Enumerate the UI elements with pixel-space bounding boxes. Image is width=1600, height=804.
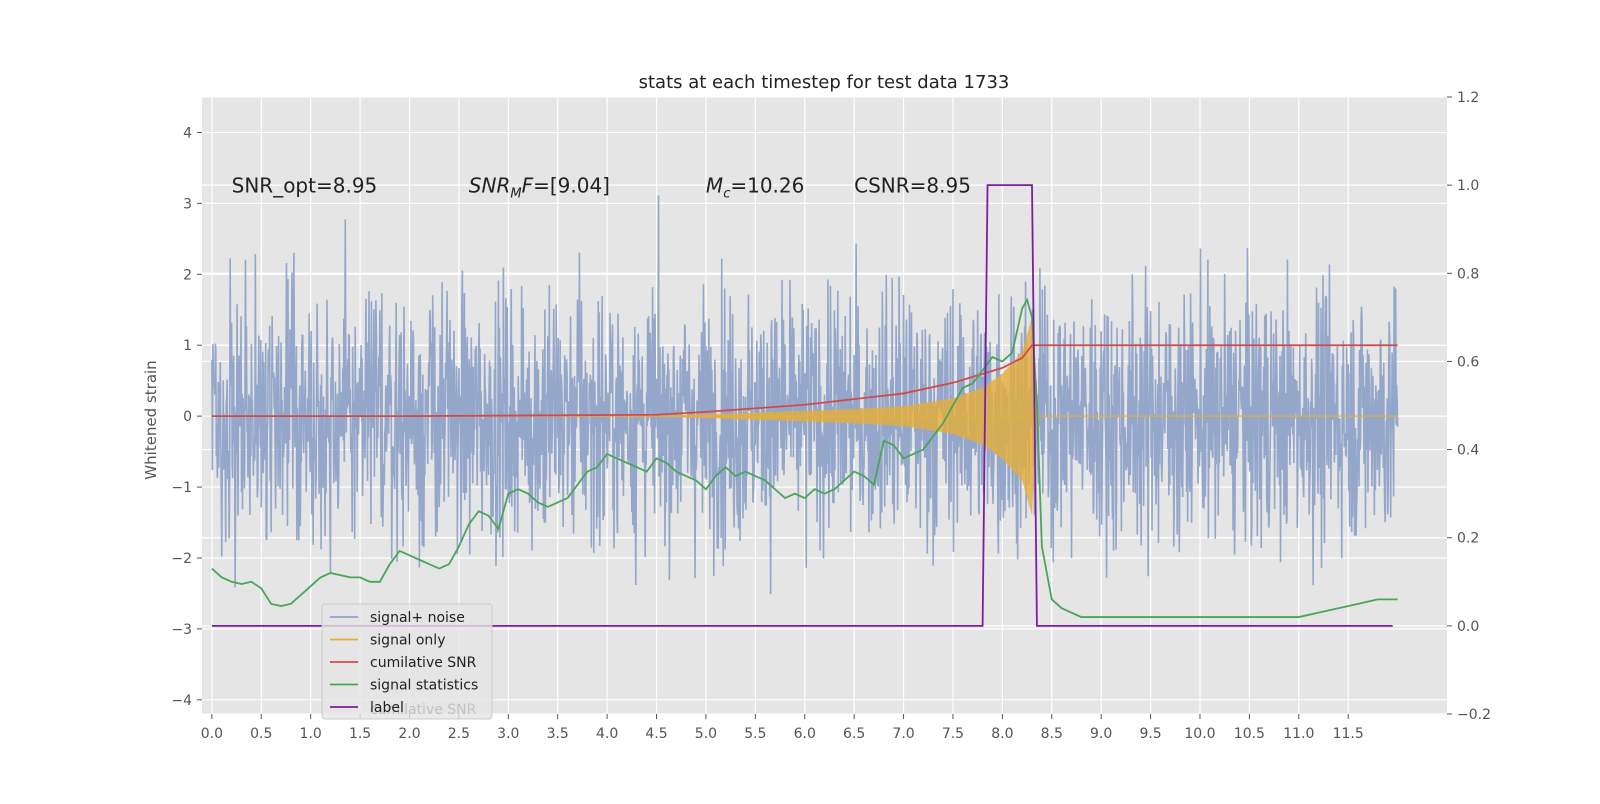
x-tick-label: 9.5	[1139, 726, 1161, 742]
y2-tick-label: 0.2	[1457, 531, 1479, 547]
chart-title: stats at each timestep for test data 173…	[639, 72, 1010, 93]
y-tick-label: 0	[183, 409, 192, 425]
x-tick-label: 1.0	[300, 726, 322, 742]
x-tick-label: 6.5	[843, 726, 865, 742]
y-tick-label: 2	[183, 267, 192, 283]
y-tick-label: −1	[171, 480, 192, 496]
x-tick-label: 10.5	[1234, 726, 1265, 742]
annotations: SNR_opt=8.95 SNRMF=[9.04] Mc=10.26 CSNR=8.9…	[232, 174, 971, 202]
cumilative-snr-line	[211, 344, 1398, 418]
y2-tick-label: 0.6	[1457, 354, 1479, 370]
x-tick-label: 8.0	[991, 726, 1013, 742]
line-series	[211, 184, 1398, 627]
x-tick-label: 4.5	[645, 726, 667, 742]
signal-statistics-line	[211, 297, 1398, 618]
x-tick-label: 3.5	[547, 726, 569, 742]
x-tick-label: 5.0	[695, 726, 717, 742]
x-tick-label: 11.5	[1333, 726, 1364, 742]
signal-noise-series	[211, 195, 1399, 595]
x-tick-label: 6.0	[794, 726, 816, 742]
annotation-text: Mc=10.26	[706, 174, 804, 202]
x-tick-label: 7.5	[942, 726, 964, 742]
x-tick-label: 2.5	[448, 726, 470, 742]
x-tick-label: 5.5	[744, 726, 766, 742]
legend-label: signal+ noise	[370, 610, 465, 626]
legend-label: cumilative SNR	[370, 655, 477, 671]
y-tick-label: −4	[171, 693, 192, 709]
legend-label: signal only	[370, 633, 445, 649]
tick-labels: 0.0 0.5 1.0 1.5 2.0 2.5 3.0 3.5 4.0 4.5 5.0 5.5 6.0 6…	[171, 90, 1491, 742]
x-tick-label: 9.0	[1090, 726, 1112, 742]
annotation-text: CSNR=8.95	[854, 174, 971, 198]
legend-box	[321, 603, 493, 720]
annotation-text: SNR_opt=8.95	[232, 174, 378, 198]
x-tick-label: 4.0	[596, 726, 618, 742]
x-tick-label: 3.0	[497, 726, 519, 742]
y-tick-label: 4	[183, 125, 192, 141]
y2-tick-label: 0.0	[1457, 619, 1479, 635]
y2-tick-label: 0.4	[1457, 443, 1479, 459]
legend: cumilative SNR signal+ noise signal only cu…	[321, 603, 493, 720]
y-axis-title: Whitened strain	[142, 360, 160, 479]
signal-noise-line	[211, 195, 1399, 595]
annotation-text: SNRMF=[9.04]	[469, 174, 610, 202]
y-tick-label: 1	[183, 338, 192, 354]
legend-overlap-text: cumilative SNR	[370, 702, 477, 718]
label-line	[211, 184, 1393, 627]
x-tick-label: 7.0	[892, 726, 914, 742]
x-tick-label: 0.5	[250, 726, 272, 742]
legend-label: signal statistics	[370, 678, 478, 694]
y2-tick-label: −0.2	[1457, 707, 1491, 723]
x-tick-label: 1.5	[349, 726, 371, 742]
y2-tick-label: 1.0	[1457, 178, 1479, 194]
x-tick-label: 2.0	[398, 726, 420, 742]
y-tick-label: −3	[171, 622, 192, 638]
y-tick-label: −2	[171, 551, 192, 567]
y2-tick-label: 1.2	[1457, 90, 1479, 106]
x-tick-label: 10.0	[1184, 726, 1215, 742]
x-tick-label: 11.0	[1283, 726, 1314, 742]
x-tick-label: 0.0	[201, 726, 223, 742]
legend-label: label	[370, 700, 404, 716]
x-tick-label: 8.5	[1041, 726, 1063, 742]
y2-tick-label: 0.8	[1457, 266, 1479, 282]
y-tick-label: 3	[183, 196, 192, 212]
